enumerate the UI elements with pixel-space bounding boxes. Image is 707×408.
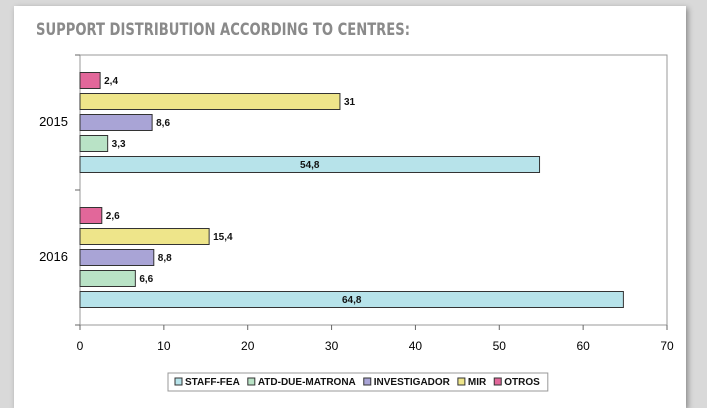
data-label: 2,4 bbox=[104, 76, 118, 87]
bar bbox=[79, 270, 136, 287]
bar bbox=[79, 93, 341, 110]
legend-swatch bbox=[247, 377, 256, 386]
bar bbox=[79, 114, 153, 131]
data-label: 64,8 bbox=[342, 295, 362, 306]
data-label: 6,6 bbox=[139, 274, 153, 285]
x-tick-label: 40 bbox=[409, 339, 423, 353]
legend-swatch bbox=[457, 377, 466, 386]
legend-box bbox=[167, 372, 549, 392]
data-label: 15,4 bbox=[213, 232, 233, 243]
bar bbox=[79, 291, 624, 308]
chart-title: SUPPORT DISTRIBUTION ACCORDING TO CENTRE… bbox=[36, 20, 410, 40]
x-tick-label: 20 bbox=[241, 339, 255, 353]
data-label: 8,8 bbox=[158, 253, 172, 264]
x-tick-label: 10 bbox=[157, 339, 171, 353]
y-tick-label: 2015 bbox=[39, 114, 68, 129]
legend-label: OTROS bbox=[504, 377, 540, 388]
legend-label: INVESTIGADOR bbox=[374, 377, 451, 388]
data-label: 31 bbox=[344, 97, 356, 108]
bar bbox=[79, 72, 101, 89]
legend-swatch bbox=[493, 377, 502, 386]
legend-label: MIR bbox=[468, 377, 487, 388]
x-tick-label: 60 bbox=[576, 339, 590, 353]
bar bbox=[79, 228, 210, 245]
bar bbox=[79, 207, 103, 224]
card bbox=[14, 6, 686, 408]
data-label: 3,3 bbox=[112, 139, 126, 150]
legend-swatch bbox=[174, 377, 183, 386]
legend-swatch bbox=[363, 377, 372, 386]
x-tick-label: 70 bbox=[660, 339, 674, 353]
legend-label: ATD-DUE-MATRONA bbox=[258, 377, 356, 388]
y-tick-label: 2016 bbox=[39, 249, 68, 264]
bar bbox=[79, 156, 541, 173]
legend-label: STAFF-FEA bbox=[185, 377, 240, 388]
x-tick-label: 30 bbox=[325, 339, 339, 353]
data-label: 54,8 bbox=[300, 160, 320, 171]
data-label: 8,6 bbox=[156, 118, 170, 129]
x-tick-label: 0 bbox=[77, 339, 84, 353]
bar bbox=[79, 135, 109, 152]
bar bbox=[79, 249, 155, 266]
data-label: 2,6 bbox=[106, 211, 120, 222]
x-tick-label: 50 bbox=[493, 339, 507, 353]
